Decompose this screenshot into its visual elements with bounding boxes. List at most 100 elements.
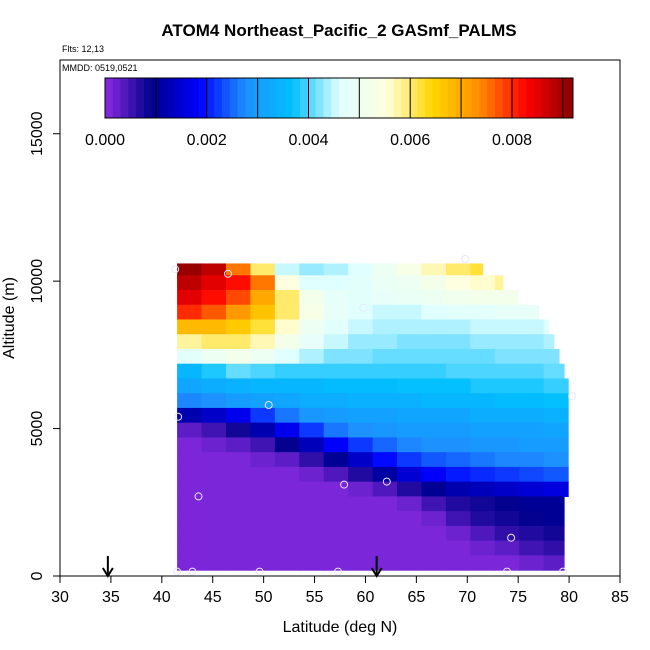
heat-cell bbox=[421, 334, 447, 350]
heat-cell bbox=[348, 407, 374, 424]
sample-point bbox=[568, 392, 577, 401]
colorbar-swatch bbox=[339, 78, 348, 118]
heat-cell bbox=[201, 319, 227, 335]
heat-cell bbox=[470, 511, 496, 527]
heat-cell bbox=[348, 540, 374, 556]
x-tick-label: 50 bbox=[255, 589, 273, 606]
heat-cell bbox=[225, 481, 251, 497]
heat-cell bbox=[543, 540, 565, 556]
latitude-arrow-head bbox=[102, 567, 114, 578]
colorbar-swatch bbox=[487, 78, 496, 118]
heat-cell bbox=[274, 348, 300, 365]
heat-cell bbox=[372, 275, 398, 291]
heat-cell bbox=[397, 511, 423, 527]
heat-cell bbox=[250, 319, 276, 335]
heat-cell bbox=[519, 334, 545, 350]
sample-point bbox=[503, 567, 511, 576]
heat-cell bbox=[421, 540, 447, 556]
heat-cell bbox=[372, 525, 398, 542]
heat-cell bbox=[445, 452, 471, 468]
colorbar-tick-label: 0.002 bbox=[187, 132, 227, 149]
heat-cell bbox=[274, 525, 300, 542]
heat-cell bbox=[421, 496, 447, 512]
heat-cell bbox=[445, 437, 471, 453]
heat-cell bbox=[274, 319, 300, 335]
heat-cell bbox=[323, 525, 349, 542]
heat-cell bbox=[299, 422, 325, 439]
heat-cell bbox=[397, 422, 423, 439]
heat-cell bbox=[274, 555, 300, 571]
y-tick-label: 10000 bbox=[29, 259, 46, 304]
heat-cell bbox=[201, 275, 227, 291]
heat-cell bbox=[494, 525, 520, 542]
heat-cell bbox=[250, 363, 276, 380]
heat-cell bbox=[372, 289, 398, 306]
heat-cell bbox=[250, 452, 276, 468]
heat-cell bbox=[348, 393, 374, 409]
heat-cell bbox=[543, 452, 569, 468]
heat-cell bbox=[421, 555, 447, 571]
sample-point bbox=[255, 567, 264, 576]
colorbar-swatch bbox=[471, 78, 480, 118]
heat-cell bbox=[445, 363, 471, 380]
heat-cell bbox=[372, 348, 398, 365]
heat-cell bbox=[250, 466, 276, 483]
heat-cell bbox=[494, 437, 520, 453]
heat-cell bbox=[225, 348, 251, 365]
heat-cell bbox=[372, 540, 398, 556]
colorbar-swatch bbox=[315, 78, 324, 118]
colorbar-swatch bbox=[331, 78, 340, 118]
heat-cell bbox=[543, 437, 569, 453]
sample-point bbox=[174, 412, 183, 421]
heat-cell bbox=[299, 555, 325, 571]
heat-cell bbox=[201, 525, 227, 542]
heat-cell bbox=[470, 452, 496, 468]
heat-cell bbox=[299, 496, 325, 512]
heat-cell bbox=[372, 378, 398, 394]
heat-cell bbox=[177, 437, 203, 453]
heat-cell bbox=[274, 263, 300, 279]
heat-cell bbox=[445, 496, 471, 512]
heat-cell bbox=[348, 452, 374, 468]
heat-cell bbox=[519, 540, 545, 556]
heat-cell bbox=[445, 525, 471, 542]
heat-cell bbox=[397, 540, 423, 556]
heat-cell bbox=[201, 393, 227, 409]
colorbar-swatch bbox=[432, 78, 441, 118]
x-tick-label: 75 bbox=[509, 589, 527, 606]
heat-cell bbox=[445, 422, 471, 439]
heat-cell bbox=[225, 334, 251, 350]
heat-cell bbox=[225, 304, 251, 321]
heatmap-layer bbox=[177, 263, 569, 571]
heat-cell bbox=[225, 378, 251, 394]
heat-cell bbox=[201, 437, 227, 453]
heat-cell bbox=[421, 407, 447, 424]
heat-cell bbox=[372, 407, 398, 424]
heat-cell bbox=[519, 437, 545, 453]
heat-cell bbox=[421, 289, 447, 306]
heat-cell bbox=[372, 263, 398, 279]
heat-cell bbox=[225, 289, 251, 306]
heat-cell bbox=[372, 452, 398, 468]
heat-cell bbox=[494, 555, 520, 571]
heat-cell bbox=[250, 348, 276, 365]
heat-cell bbox=[250, 437, 276, 453]
heat-cell bbox=[543, 378, 569, 394]
heat-cell bbox=[445, 378, 471, 394]
heat-cell bbox=[250, 407, 276, 424]
heat-cell bbox=[274, 540, 300, 556]
sample-point bbox=[340, 480, 349, 489]
heat-cell bbox=[519, 466, 545, 483]
heat-cell bbox=[250, 334, 276, 350]
heat-cell bbox=[494, 452, 520, 468]
colorbar-swatch bbox=[112, 78, 122, 118]
heat-cell bbox=[421, 511, 447, 527]
heat-cell bbox=[543, 481, 569, 497]
heat-cell bbox=[323, 422, 349, 439]
heat-cell bbox=[397, 378, 423, 394]
heat-cell bbox=[225, 437, 251, 453]
heat-cell bbox=[494, 407, 520, 424]
y-tick-label: 5000 bbox=[29, 411, 46, 447]
heat-cell bbox=[519, 319, 545, 335]
